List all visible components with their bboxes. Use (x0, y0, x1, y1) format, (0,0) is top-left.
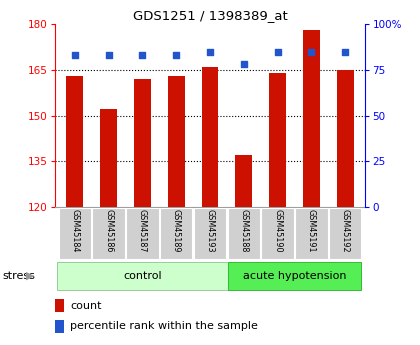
Title: GDS1251 / 1398389_at: GDS1251 / 1398389_at (133, 9, 287, 22)
Point (173, 52, 180, 58)
FancyBboxPatch shape (160, 208, 192, 259)
Text: GSM45186: GSM45186 (104, 209, 113, 253)
Text: GSM45189: GSM45189 (172, 209, 181, 253)
Text: acute hypotension: acute hypotension (243, 271, 346, 281)
Bar (337, 70, 354, 207)
Text: GSM45192: GSM45192 (341, 209, 349, 253)
Bar (303, 30, 320, 207)
FancyBboxPatch shape (329, 208, 361, 259)
Text: GSM45188: GSM45188 (239, 209, 248, 253)
Point (342, 49, 349, 54)
Text: GSM45190: GSM45190 (273, 209, 282, 253)
Point (308, 49, 315, 54)
Point (240, 62, 247, 67)
Text: GSM45191: GSM45191 (307, 209, 316, 253)
Text: count: count (70, 301, 102, 310)
Bar (269, 73, 286, 207)
FancyBboxPatch shape (57, 262, 228, 290)
Bar (235, 155, 252, 207)
FancyBboxPatch shape (228, 208, 260, 259)
Point (139, 52, 146, 58)
FancyBboxPatch shape (228, 262, 361, 290)
Bar (134, 79, 151, 207)
Text: control: control (123, 271, 162, 281)
Text: GSM45184: GSM45184 (71, 209, 79, 253)
Point (105, 52, 112, 58)
Text: percentile rank within the sample: percentile rank within the sample (70, 322, 258, 331)
Bar (202, 67, 218, 207)
Bar (100, 109, 117, 207)
Point (71, 52, 78, 58)
Text: stress: stress (2, 271, 35, 281)
Text: GSM45193: GSM45193 (205, 209, 215, 253)
Text: ▶: ▶ (26, 271, 35, 281)
FancyBboxPatch shape (261, 208, 294, 259)
FancyBboxPatch shape (126, 208, 159, 259)
FancyBboxPatch shape (59, 208, 91, 259)
Text: GSM45187: GSM45187 (138, 209, 147, 253)
Point (207, 49, 213, 54)
Point (274, 49, 281, 54)
Bar (168, 76, 185, 207)
FancyBboxPatch shape (194, 208, 226, 259)
FancyBboxPatch shape (92, 208, 125, 259)
Bar (66, 76, 83, 207)
FancyBboxPatch shape (295, 208, 328, 259)
